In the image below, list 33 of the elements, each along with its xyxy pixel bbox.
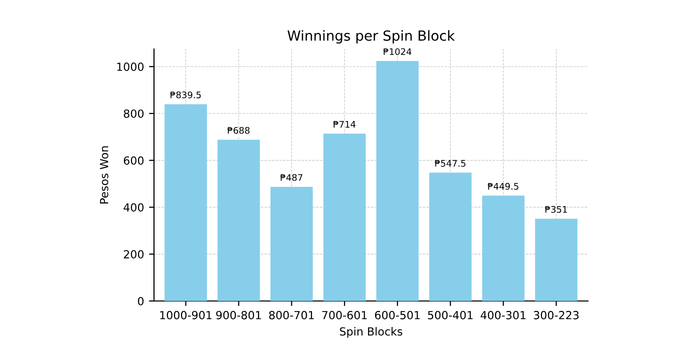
x-tick-label: 600-501 — [375, 310, 420, 320]
bar — [323, 134, 366, 301]
y-tick-label: 400 — [124, 203, 144, 212]
bar — [270, 186, 313, 301]
x-tick-label: 700-601 — [322, 310, 367, 320]
data-label: ₱351 — [545, 206, 567, 213]
bar — [535, 218, 578, 301]
y-tick-label: 0 — [138, 296, 144, 306]
y-tick-label: 800 — [124, 109, 144, 118]
x-tick-label: 400-301 — [480, 310, 526, 320]
x-tick-label: 900-801 — [216, 310, 261, 320]
data-label: ₱547.5 — [434, 160, 466, 167]
data-label: ₱1024 — [383, 48, 412, 56]
bar — [164, 104, 207, 301]
bar — [376, 60, 419, 301]
x-tick-label: 300-223 — [534, 310, 579, 320]
y-tick-label: 1000 — [117, 62, 144, 71]
y-tick-label: 600 — [124, 156, 144, 165]
x-tick-label: 800-701 — [269, 310, 314, 320]
bar — [218, 140, 260, 301]
x-axis-title: Spin Blocks — [340, 327, 402, 338]
y-axis-title: Pesos Won — [100, 146, 108, 204]
chart-title: Winnings per Spin Block — [288, 30, 455, 44]
data-label: ₱487 — [280, 174, 302, 181]
data-label: ₱839.5 — [170, 91, 201, 98]
bar — [482, 196, 524, 301]
x-tick-label: 500-401 — [428, 310, 473, 320]
data-label: ₱449.5 — [488, 182, 518, 190]
y-tick-label: 200 — [124, 250, 144, 258]
data-label: ₱688 — [227, 126, 250, 134]
data-label: ₱714 — [333, 121, 356, 128]
bar — [429, 172, 472, 301]
x-tick-label: 1000-901 — [160, 310, 212, 320]
